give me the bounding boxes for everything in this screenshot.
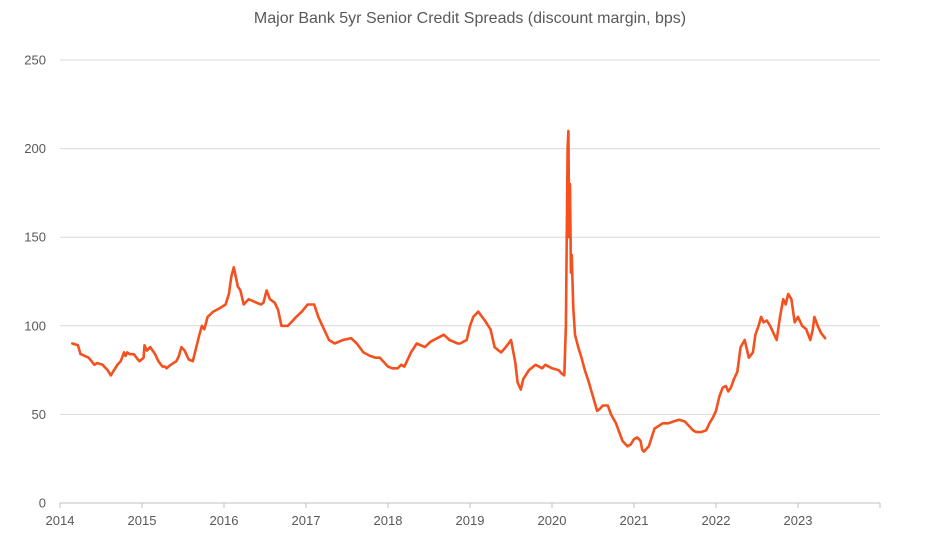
- x-tick-label: 2019: [456, 513, 485, 528]
- x-tick-label: 2016: [210, 513, 239, 528]
- x-tick-label: 2023: [784, 513, 813, 528]
- x-tick-label: 2021: [620, 513, 649, 528]
- x-tick-label: 2014: [46, 513, 75, 528]
- chart-title: Major Bank 5yr Senior Credit Spreads (di…: [253, 10, 687, 27]
- y-tick-label: 50: [32, 407, 46, 422]
- y-tick-label: 100: [24, 318, 46, 333]
- y-tick-label: 150: [24, 230, 46, 245]
- x-tick-label: 2020: [538, 513, 567, 528]
- x-tick-label: 2017: [292, 513, 321, 528]
- y-tick-label: 200: [24, 141, 46, 156]
- series-group: [71, 129, 827, 453]
- x-tick-label: 2018: [374, 513, 403, 528]
- y-tick-labels: 0 50 100 150 200 250: [24, 53, 46, 511]
- gridlines: [60, 59, 880, 415]
- y-tick-label: 250: [24, 53, 46, 68]
- x-tick-label: 2022: [702, 513, 731, 528]
- x-tick-labels: 2014 2015 2016 2017 2018 2019 2020 2021 2022 2023: [46, 513, 813, 528]
- series-line: [71, 129, 827, 453]
- axes: [59, 502, 881, 508]
- y-tick-label: 0: [39, 496, 46, 511]
- x-tick-label: 2015: [128, 513, 157, 528]
